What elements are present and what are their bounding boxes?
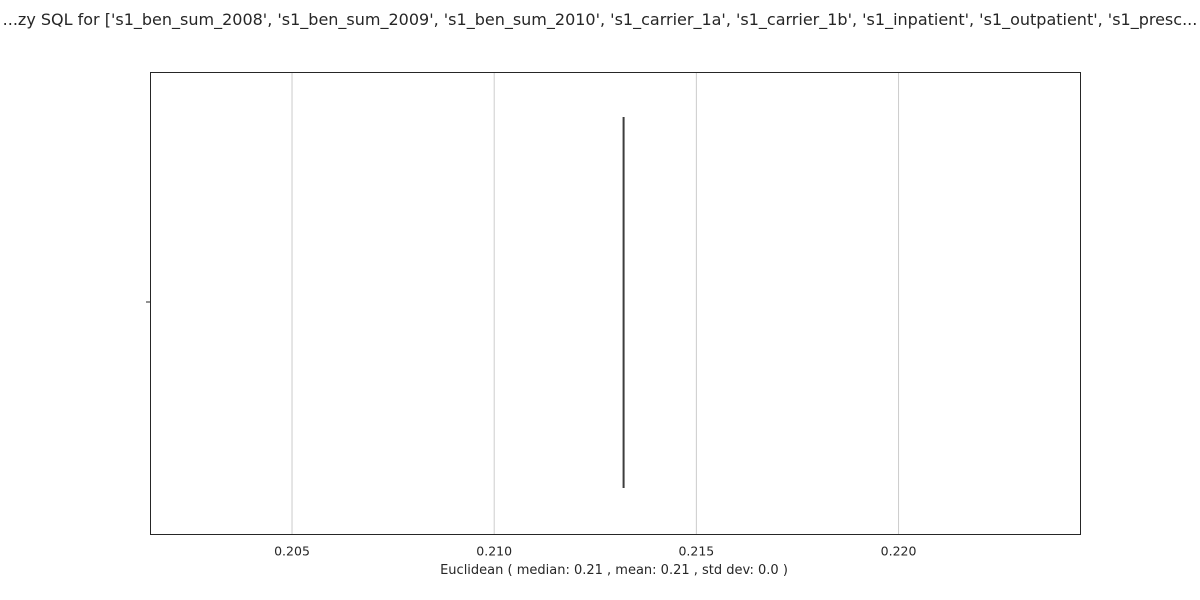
chart-title: ...zy SQL for ['s1_ben_sum_2008', 's1_be… bbox=[3, 10, 1198, 30]
plot-frame bbox=[150, 72, 1081, 535]
x-axis-ticks: 0.205 0.210 0.215 0.220 bbox=[274, 544, 916, 559]
grid-lines bbox=[291, 72, 900, 535]
x-tick-label: 0.220 bbox=[881, 544, 917, 559]
x-axis-label: Euclidean ( median: 0.21 , mean: 0.21 , … bbox=[440, 563, 788, 578]
x-tick-label: 0.205 bbox=[274, 544, 310, 559]
x-tick-label: 0.215 bbox=[678, 544, 714, 559]
x-tick-label: 0.210 bbox=[476, 544, 512, 559]
